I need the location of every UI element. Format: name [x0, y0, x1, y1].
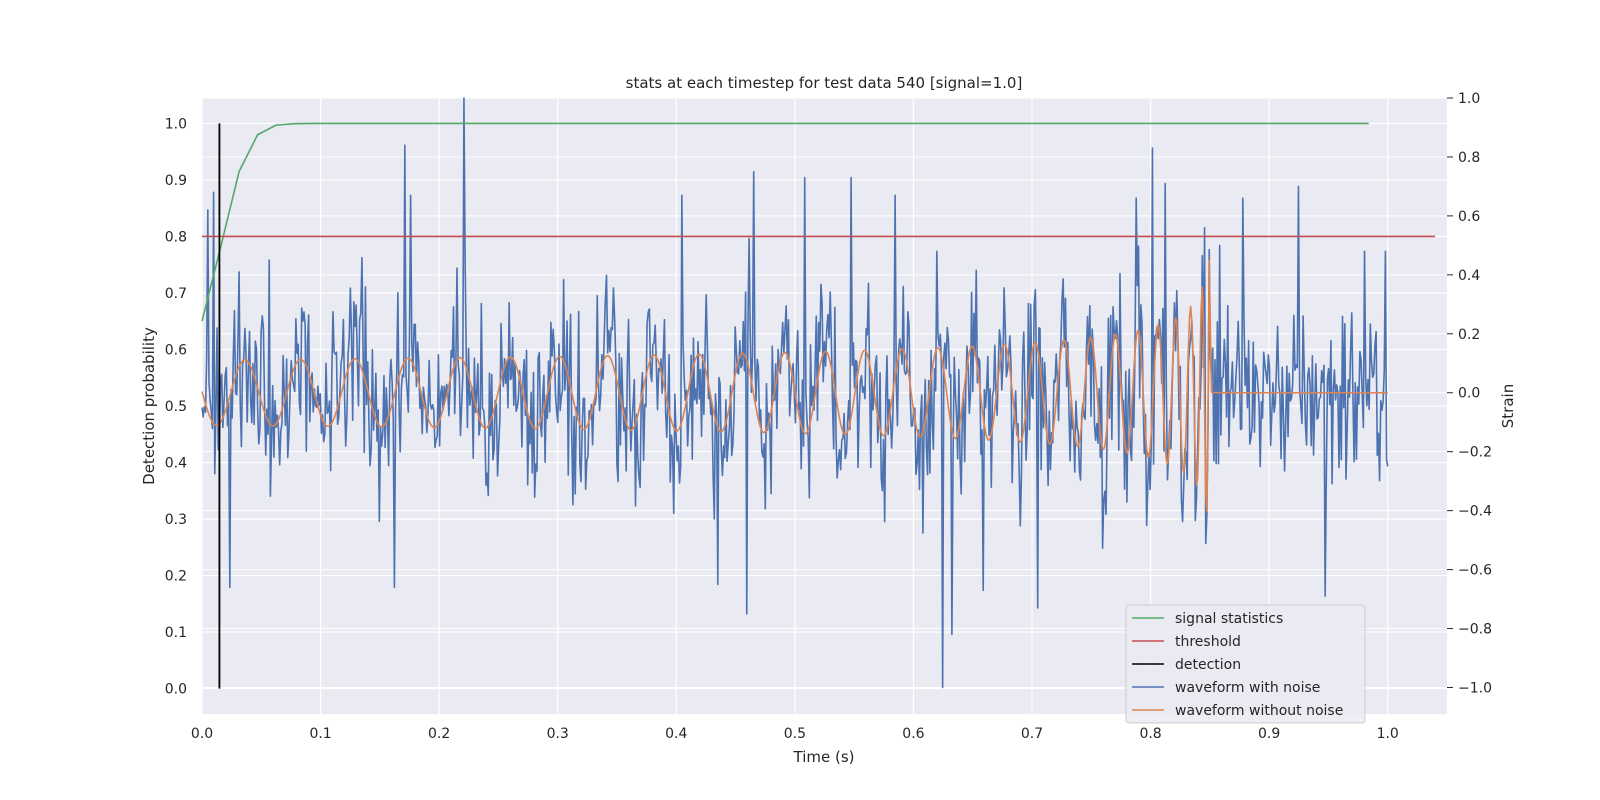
- series-waveform-without-noise: [201, 259, 1388, 513]
- legend-label-waveform-without-noise: waveform without noise: [1175, 703, 1343, 719]
- x-tick-label: 0.9: [1258, 726, 1280, 742]
- legend-label-signal-statistics: signal statistics: [1175, 611, 1283, 627]
- x-tick-label: 0.4: [665, 726, 687, 742]
- y-tick-label: 0.6: [165, 342, 187, 358]
- y-tick-label: 0.8: [165, 229, 187, 245]
- y2-tick-label: 1.0: [1458, 91, 1480, 107]
- y2-axis-label: Strain: [1499, 384, 1517, 428]
- x-tick-label: 0.1: [309, 726, 331, 742]
- y2-tick-label: 0.0: [1458, 386, 1480, 402]
- y2-tick-label: −0.6: [1458, 563, 1492, 579]
- legend-label-threshold: threshold: [1175, 634, 1241, 650]
- y2-tick-labels: −1.0 −0.8 −0.6 −0.4 −0.2 0.0 0.2 0.4 0.6 0.8 1.0: [1447, 91, 1492, 696]
- legend-box: [1125, 604, 1366, 724]
- x-tick-label: 0.6: [902, 726, 924, 742]
- x-tick-label: 0.5: [784, 726, 806, 742]
- y-tick-label: 0.9: [165, 173, 187, 189]
- legend: signal statistics threshold detection wa…: [1125, 604, 1366, 724]
- x-tick-label: 0.7: [1021, 726, 1043, 742]
- y2-tick-label: −0.2: [1458, 445, 1492, 461]
- legend-label-detection: detection: [1175, 657, 1241, 673]
- x-axis-label: Time (s): [793, 748, 855, 766]
- y-tick-label: 0.4: [165, 456, 187, 472]
- y-tick-label: 1.0: [165, 116, 187, 132]
- chart-title: stats at each timestep for test data 540…: [626, 74, 1023, 92]
- series-layer: [201, 97, 1436, 689]
- series-signal-statistics: [201, 122, 1369, 322]
- x-tick-label: 0.2: [428, 726, 450, 742]
- series-waveform-with-noise: [201, 97, 1389, 689]
- x-tick-label: 0.0: [191, 726, 213, 742]
- y2-tick-label: −0.4: [1458, 504, 1492, 520]
- y2-tick-label: 0.6: [1458, 209, 1480, 225]
- y-tick-labels: 0.0 0.1 0.2 0.3 0.4 0.5 0.6 0.7 0.8 0.9 1.0: [165, 116, 187, 697]
- y-tick-label: 0.3: [165, 512, 187, 528]
- y-tick-label: 0.0: [165, 682, 187, 698]
- y2-tick-label: −0.8: [1458, 622, 1492, 638]
- y-tick-label: 0.1: [165, 625, 187, 641]
- y-axis-label: Detection probability: [140, 327, 158, 485]
- y2-tick-label: 0.8: [1458, 150, 1480, 166]
- x-tick-label: 1.0: [1377, 726, 1399, 742]
- y2-tick-label: 0.4: [1458, 268, 1480, 284]
- y-tick-label: 0.7: [165, 286, 187, 302]
- x-tick-label: 0.3: [547, 726, 569, 742]
- y-tick-label: 0.2: [165, 569, 187, 585]
- y-tick-label: 0.5: [165, 399, 187, 415]
- x-tick-label: 0.8: [1139, 726, 1161, 742]
- x-tick-labels: 0.0 0.1 0.2 0.3 0.4 0.5 0.6 0.7 0.8 0.9 1.0: [191, 726, 1399, 742]
- y2-tick-label: −1.0: [1458, 680, 1492, 696]
- legend-label-waveform-with-noise: waveform with noise: [1175, 680, 1320, 696]
- y2-tick-label: 0.2: [1458, 327, 1480, 343]
